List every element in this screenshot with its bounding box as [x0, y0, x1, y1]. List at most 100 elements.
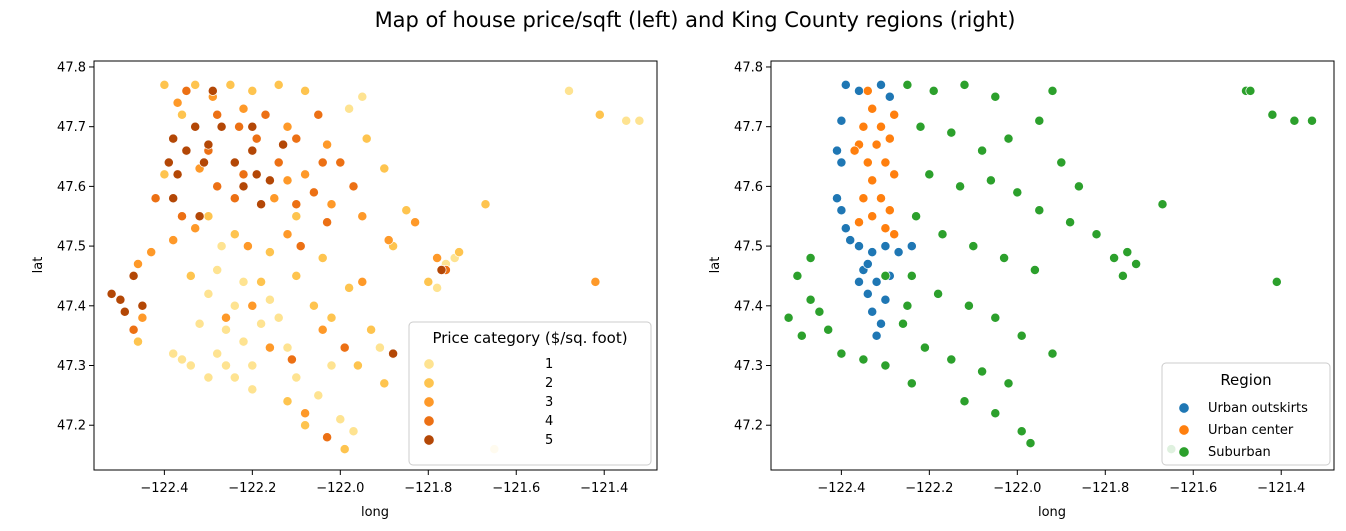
left-point-s4-25	[194, 211, 205, 222]
right-point-s2-51	[1157, 199, 1168, 210]
left-point-s0-6	[203, 288, 214, 299]
left-legend-label-2: 3	[545, 395, 553, 410]
left-point-s2-7	[168, 235, 179, 246]
left-point-s4-3	[190, 121, 201, 132]
right-point-s2-1	[928, 85, 939, 96]
left-point-s1-16	[203, 211, 214, 222]
left-point-s4-7	[216, 121, 227, 132]
right-point-s2-11	[955, 181, 966, 192]
left-point-s1-6	[177, 109, 187, 120]
left-point-s1-25	[352, 360, 363, 371]
right-point-s2-25	[990, 312, 1001, 323]
right-point-s0-5	[832, 145, 842, 156]
left-point-s4-2	[163, 157, 174, 168]
right-point-s1-7	[862, 157, 873, 168]
right-point-s2-54	[1267, 109, 1278, 120]
left-point-s2-6	[269, 193, 280, 204]
right-point-s1-13	[884, 205, 895, 216]
left-point-s2-10	[282, 229, 293, 240]
right-point-s1-10	[867, 175, 878, 186]
left-point-s1-27	[185, 270, 196, 281]
left-point-s0-27	[621, 115, 632, 126]
right-point-s1-8	[880, 157, 891, 168]
right-point-s1-6	[884, 133, 895, 144]
left-point-s1-9	[317, 253, 328, 263]
right-point-s1-14	[867, 211, 878, 222]
left-point-s2-16	[146, 247, 157, 258]
right-xtick-label-4: −121.6	[1169, 481, 1217, 496]
left-point-s1-28	[159, 169, 170, 180]
right-ytick-label-6: 47.8	[734, 60, 763, 75]
left-point-s4-1	[181, 145, 192, 156]
left-axes-frame	[93, 60, 658, 471]
right-point-s2-48	[1131, 259, 1142, 269]
left-point-s1-23	[256, 276, 267, 287]
left-ytick-label-0: 47.2	[57, 419, 86, 434]
left-point-s2-11	[326, 199, 337, 210]
right-legend-marker-1	[1178, 424, 1190, 436]
left-point-s3-20	[322, 432, 333, 443]
left-point-s2-5	[300, 169, 311, 180]
left-point-s4-15	[247, 121, 258, 132]
left-point-s1-15	[339, 444, 350, 455]
left-point-s2-8	[190, 223, 201, 234]
left-y-axis-label: lat	[31, 257, 46, 274]
left-point-s2-24	[432, 253, 443, 263]
left-point-s1-11	[366, 324, 377, 335]
right-point-s2-38	[1016, 426, 1027, 437]
left-point-s3-9	[177, 211, 187, 222]
left-point-s4-17	[168, 193, 179, 204]
right-point-s2-39	[1025, 438, 1036, 449]
left-point-s3-18	[295, 241, 306, 252]
left-point-s0-10	[247, 360, 258, 371]
left-ytick-label-2: 47.4	[57, 299, 86, 314]
right-point-s1-0	[862, 85, 873, 96]
left-point-s0-17	[216, 241, 227, 252]
left-legend-title: Price category ($/sq. foot)	[432, 329, 627, 347]
right-point-s0-18	[862, 288, 873, 299]
right-point-s2-15	[1065, 217, 1076, 228]
left-point-s0-2	[212, 348, 223, 359]
left-point-s2-12	[357, 211, 368, 222]
right-point-s2-34	[836, 348, 847, 359]
left-point-s3-16	[150, 193, 161, 204]
right-point-s2-0	[902, 79, 913, 90]
right-y-axis-label: lat	[708, 257, 723, 274]
right-point-s0-22	[871, 330, 882, 341]
left-point-s2-27	[282, 175, 293, 186]
left-point-s2-21	[317, 324, 328, 335]
left-ytick-label-3: 47.5	[57, 240, 86, 255]
left-point-s3-2	[234, 121, 245, 132]
left-point-s1-32	[361, 133, 372, 144]
left-x-ticks: −122.4 −122.2 −122.0 −121.8 −121.6 −121.4	[140, 470, 628, 496]
right-ytick-label-0: 47.2	[734, 419, 763, 434]
left-point-s1-3	[247, 85, 258, 96]
left-point-s2-20	[300, 408, 311, 419]
right-point-s2-44	[814, 306, 825, 317]
right-legend-label-2: Suburban	[1208, 445, 1271, 460]
left-ytick-label-1: 47.3	[57, 359, 86, 374]
right-point-s1-17	[889, 229, 900, 240]
left-ytick-label-5: 47.7	[57, 120, 86, 135]
right-point-s0-14	[893, 247, 904, 258]
right-point-s1-1	[867, 103, 878, 114]
right-ytick-label-1: 47.3	[734, 359, 763, 374]
left-point-s3-5	[313, 109, 324, 120]
left-point-s0-1	[203, 372, 214, 383]
left-point-s0-28	[564, 85, 574, 96]
right-point-s1-11	[858, 193, 869, 204]
left-point-s0-9	[212, 265, 223, 275]
figure-title: Map of house price/sqft (left) and King …	[375, 8, 1016, 32]
right-point-s2-57	[1271, 276, 1282, 287]
right-legend-label-1: Urban center	[1208, 423, 1294, 438]
right-point-s2-29	[946, 354, 957, 365]
left-point-s0-34	[247, 384, 258, 395]
left-ytick-label-4: 47.6	[57, 180, 86, 195]
right-point-s1-16	[880, 223, 891, 234]
right-ytick-label-4: 47.6	[734, 180, 763, 195]
right-point-s0-2	[876, 79, 886, 90]
left-xtick-label-1: −122.2	[228, 481, 276, 496]
left-point-s0-12	[221, 360, 231, 371]
right-point-s2-23	[933, 288, 944, 299]
right-point-s2-41	[805, 294, 816, 305]
